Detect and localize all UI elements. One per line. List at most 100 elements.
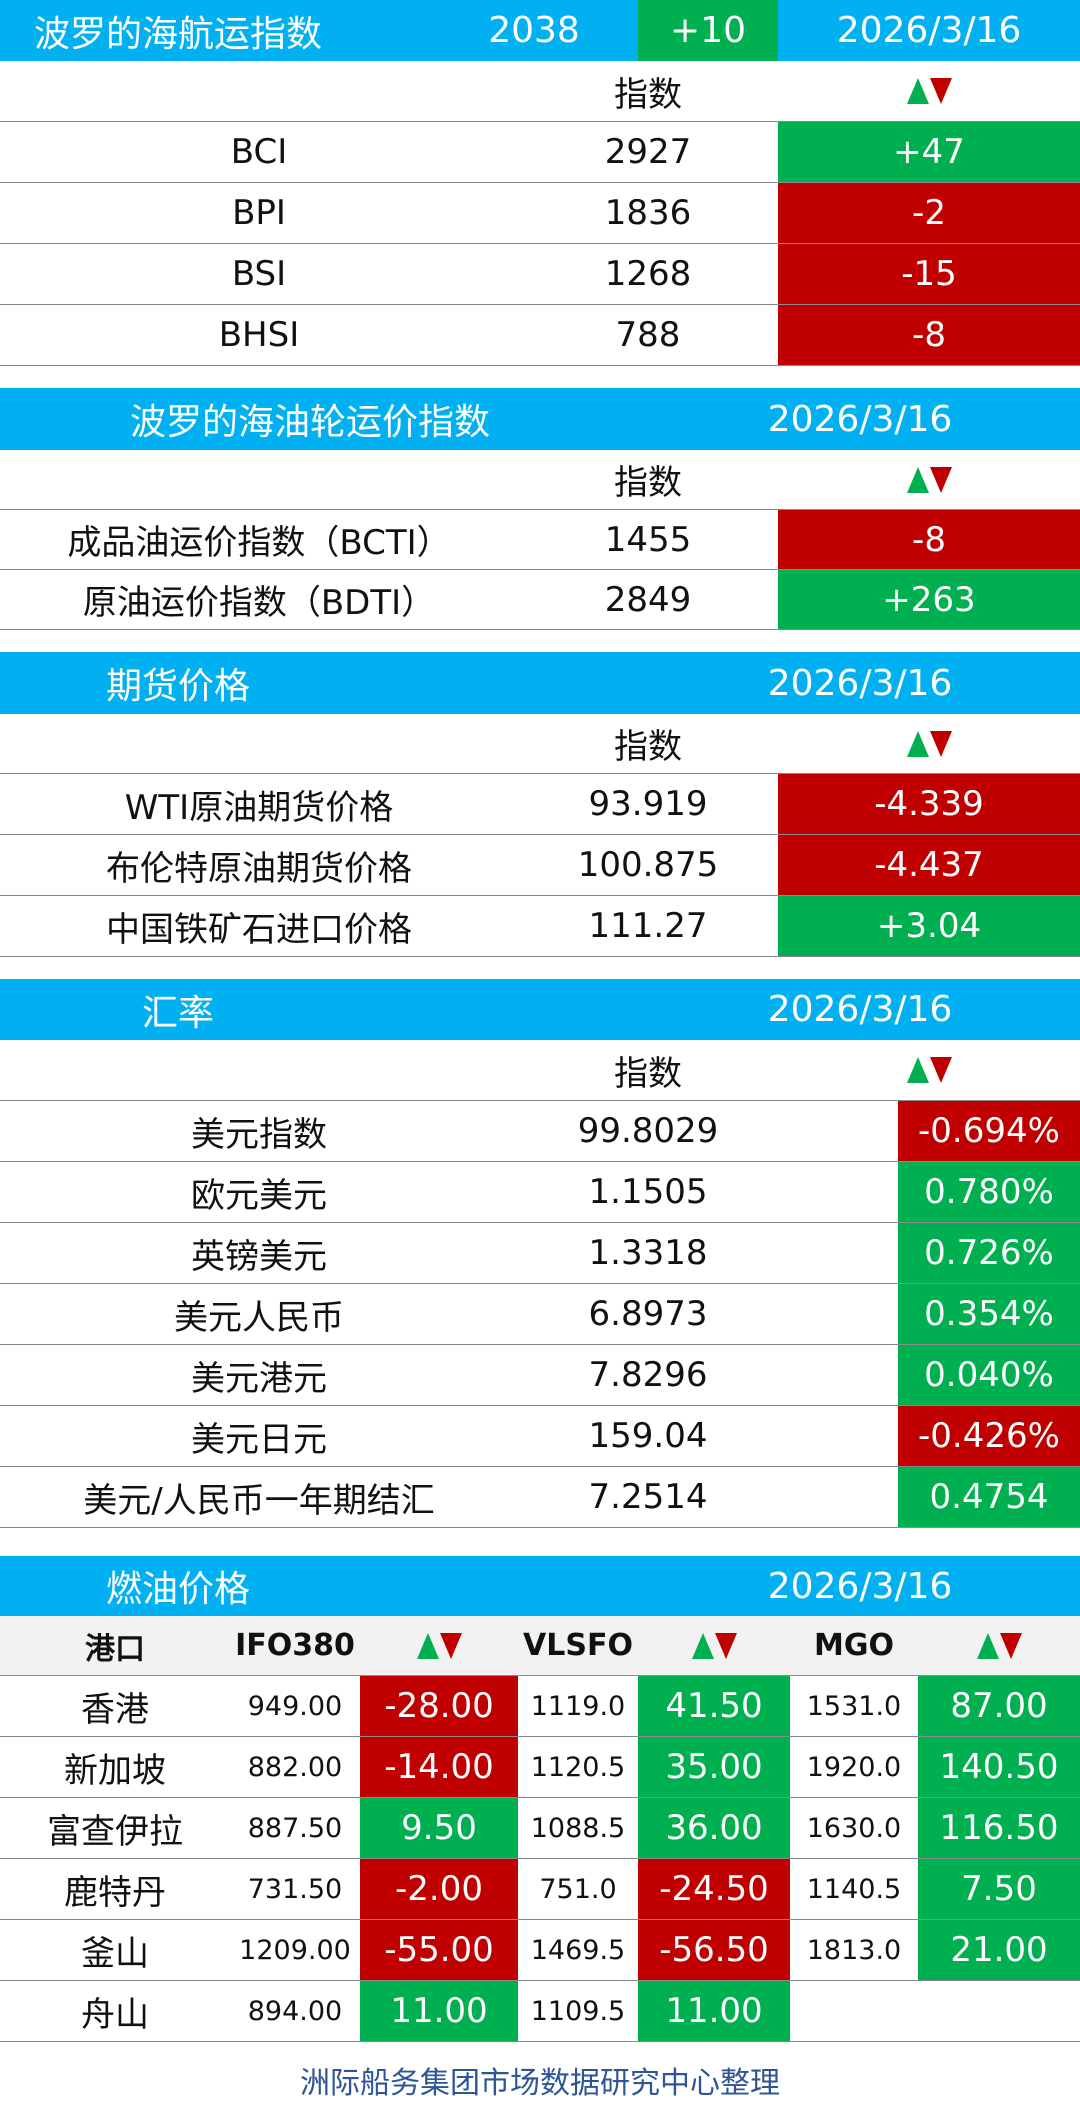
row-value: 111.27 — [588, 906, 708, 946]
table-row: 原油运价指数（BDTI） 2849 +263 — [0, 570, 1080, 630]
table-row: 美元港元 7.8296 0.040% — [0, 1345, 1080, 1406]
section-date: 2026/3/16 — [767, 398, 953, 440]
fx-section: 汇率 2026/3/16 指数 美元指数 99.8029 -0.694% 欧元美元 1.… — [0, 979, 1080, 1528]
vlsfo-change: 35.00 — [638, 1737, 790, 1797]
fuel-row: 舟山 894.00 11.00 1109.5 11.00 — [0, 1981, 1080, 2042]
row-name: 美元人民币 — [174, 1297, 344, 1338]
table-row: WTI原油期货价格 93.919 -4.339 — [0, 774, 1080, 835]
row-name: BHSI — [218, 315, 300, 355]
vlsfo-price: 751.0 — [539, 1873, 617, 1905]
row-change: 0.780% — [898, 1162, 1080, 1222]
fuel-section: 燃油价格 2026/3/16 港口 IFO380 VLSFO MGO 香港 949… — [0, 1556, 1080, 2042]
market-data-sheet: 波罗的海航运指数 2038 +10 2026/3/16 指数 BCI 2927 +4… — [0, 0, 1080, 2042]
vlsfo-price: 1469.5 — [530, 1934, 626, 1966]
row-value: 2927 — [604, 132, 692, 172]
fuel-column-header-row: 港口 IFO380 VLSFO MGO — [0, 1616, 1080, 1676]
table-row: BPI 1836 -2 — [0, 183, 1080, 244]
row-value: 7.2514 — [588, 1477, 708, 1517]
row-value: 6.8973 — [588, 1294, 708, 1334]
vlsfo-change: -24.50 — [638, 1859, 790, 1919]
up-down-arrows-icon — [360, 1616, 518, 1675]
fuel-row: 香港 949.00 -28.00 1119.0 41.50 1531.0 87.00 — [0, 1676, 1080, 1737]
row-name: 中国铁矿石进口价格 — [106, 909, 412, 950]
port-name: 舟山 — [81, 1994, 149, 2035]
port-name: 富查伊拉 — [47, 1811, 183, 1852]
section-date: 2026/3/16 — [767, 989, 953, 1030]
table-row: 英镑美元 1.3318 0.726% — [0, 1223, 1080, 1284]
index-column-header: 指数 — [614, 1053, 682, 1094]
mgo-column-header: MGO — [814, 1628, 894, 1663]
row-name: 欧元美元 — [191, 1175, 327, 1216]
section-date: 2026/3/16 — [767, 1565, 953, 1607]
up-down-arrows-icon — [638, 1616, 790, 1675]
port-name: 新加坡 — [64, 1750, 166, 1791]
section-title: 波罗的海油轮运价指数 — [130, 402, 491, 443]
row-name: 英镑美元 — [191, 1236, 327, 1277]
spacer — [778, 1284, 898, 1344]
vlsfo-change: 11.00 — [638, 1981, 790, 2041]
column-header-row: 指数 — [0, 450, 1080, 510]
baltic-dry-header: 波罗的海航运指数 2038 +10 2026/3/16 — [0, 0, 1080, 61]
table-row: BCI 2927 +47 — [0, 122, 1080, 183]
ifo380-change: -14.00 — [360, 1737, 518, 1797]
mgo-price: 1813.0 — [806, 1934, 902, 1966]
bdi-value: 2038 — [488, 10, 580, 51]
vlsfo-change: -56.50 — [638, 1920, 790, 1980]
port-column-header: 港口 — [85, 1631, 145, 1667]
mgo-change: 7.50 — [918, 1859, 1080, 1919]
vlsfo-price: 1120.5 — [530, 1751, 626, 1783]
row-value: 2849 — [604, 579, 692, 620]
ifo380-change: -28.00 — [360, 1676, 518, 1736]
fuel-row: 新加坡 882.00 -14.00 1120.5 35.00 1920.0 140.50 — [0, 1737, 1080, 1798]
mgo-change: 21.00 — [918, 1920, 1080, 1980]
row-value: 99.8029 — [577, 1111, 719, 1151]
vlsfo-price: 1109.5 — [530, 1995, 626, 2027]
table-row: 欧元美元 1.1505 0.780% — [0, 1162, 1080, 1223]
futures-section: 期货价格 2026/3/16 指数 WTI原油期货价格 93.919 -4.339 布… — [0, 652, 1080, 957]
column-header-row: 指数 — [0, 61, 1080, 122]
index-column-header: 指数 — [614, 74, 682, 115]
up-down-arrows-icon — [778, 61, 1080, 121]
mgo-change: 116.50 — [918, 1798, 1080, 1858]
baltic-tanker-header: 波罗的海油轮运价指数 2026/3/16 — [0, 388, 1080, 450]
fuel-row: 富查伊拉 887.50 9.50 1088.5 36.00 1630.0 116.50 — [0, 1798, 1080, 1859]
ifo380-price: 887.50 — [247, 1812, 343, 1844]
column-header-row: 指数 — [0, 1040, 1080, 1101]
row-name: WTI原油期货价格 — [124, 787, 394, 828]
vlsfo-price: 1088.5 — [530, 1812, 626, 1844]
spacer — [778, 1162, 898, 1222]
row-name: BCI — [230, 132, 288, 172]
row-value: 93.919 — [588, 784, 708, 824]
row-change: -4.339 — [778, 774, 1080, 834]
port-name: 香港 — [81, 1689, 149, 1730]
row-change: +47 — [778, 122, 1080, 182]
row-value: 1.3318 — [588, 1233, 708, 1273]
up-down-arrows-icon — [778, 1040, 1080, 1100]
row-value: 7.8296 — [588, 1355, 708, 1395]
fuel-row: 釜山 1209.00 -55.00 1469.5 -56.50 1813.0 21.00 — [0, 1920, 1080, 1981]
spacer — [778, 1345, 898, 1405]
fx-header: 汇率 2026/3/16 — [0, 979, 1080, 1040]
row-value: 1455 — [604, 519, 692, 560]
row-value: 100.875 — [577, 845, 719, 885]
vlsfo-column-header: VLSFO — [523, 1628, 633, 1663]
up-down-arrows-icon — [778, 714, 1080, 773]
index-column-header: 指数 — [614, 727, 682, 767]
column-header-row: 指数 — [0, 714, 1080, 774]
row-change: -8 — [778, 510, 1080, 569]
row-value: 1268 — [604, 254, 692, 294]
row-name: 美元日元 — [191, 1419, 327, 1460]
spacer — [778, 1467, 898, 1527]
ifo380-price: 1209.00 — [239, 1934, 351, 1966]
section-title: 燃油价格 — [106, 1569, 251, 1610]
up-down-arrows-icon — [778, 450, 1080, 509]
mgo-change: 87.00 — [918, 1676, 1080, 1736]
row-change: -0.426% — [898, 1406, 1080, 1466]
row-name: BPI — [232, 193, 286, 233]
vlsfo-change: 41.50 — [638, 1676, 790, 1736]
mgo-price — [790, 1981, 918, 2041]
spacer — [778, 1406, 898, 1466]
row-change: 0.4754 — [898, 1467, 1080, 1527]
table-row: 中国铁矿石进口价格 111.27 +3.04 — [0, 896, 1080, 957]
baltic-tanker-section: 波罗的海油轮运价指数 2026/3/16 指数 成品油运价指数（BCTI） 145… — [0, 388, 1080, 630]
